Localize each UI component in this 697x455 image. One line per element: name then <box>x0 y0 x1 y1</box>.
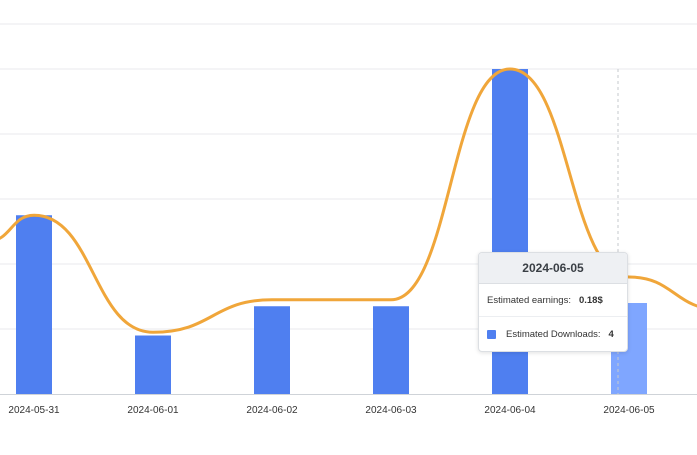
grid-lines <box>0 23 697 330</box>
tooltip-downloads-value: 4 <box>608 328 614 340</box>
tooltip-earnings-row: Estimated earnings: 0.18$ <box>479 284 627 317</box>
tooltip-earnings-label: Estimated earnings: <box>487 294 571 306</box>
x-tick-label: 2024-06-05 <box>603 405 655 416</box>
x-tick-label: 2024-06-04 <box>484 405 536 416</box>
bar-2024-06-01 <box>135 335 171 394</box>
tooltip-title: 2024-06-05 <box>479 253 627 284</box>
tooltip: 2024-06-05 Estimated earnings: 0.18$ Est… <box>478 252 628 352</box>
x-tick-label: 2024-06-02 <box>246 405 298 416</box>
tooltip-downloads-swatch <box>487 329 496 339</box>
x-tick-label: 2024-06-03 <box>365 405 417 416</box>
x-tick-label: 2024-05-31 <box>8 405 60 416</box>
bar-2024-06-03 <box>373 306 409 394</box>
bar-2024-06-02 <box>254 306 290 394</box>
x-tick-label: 2024-06-01 <box>127 405 179 416</box>
bar-2024-05-31 <box>16 215 52 394</box>
tooltip-downloads-row: Estimated Downloads: 4 <box>479 317 627 351</box>
x-axis: 2024-05-31 2024-06-01 2024-06-02 2024-06-03… <box>0 394 697 416</box>
tooltip-earnings-value: 0.18$ <box>578 294 603 306</box>
tooltip-downloads-label: Estimated Downloads: <box>506 328 601 340</box>
bar-series <box>16 69 647 394</box>
